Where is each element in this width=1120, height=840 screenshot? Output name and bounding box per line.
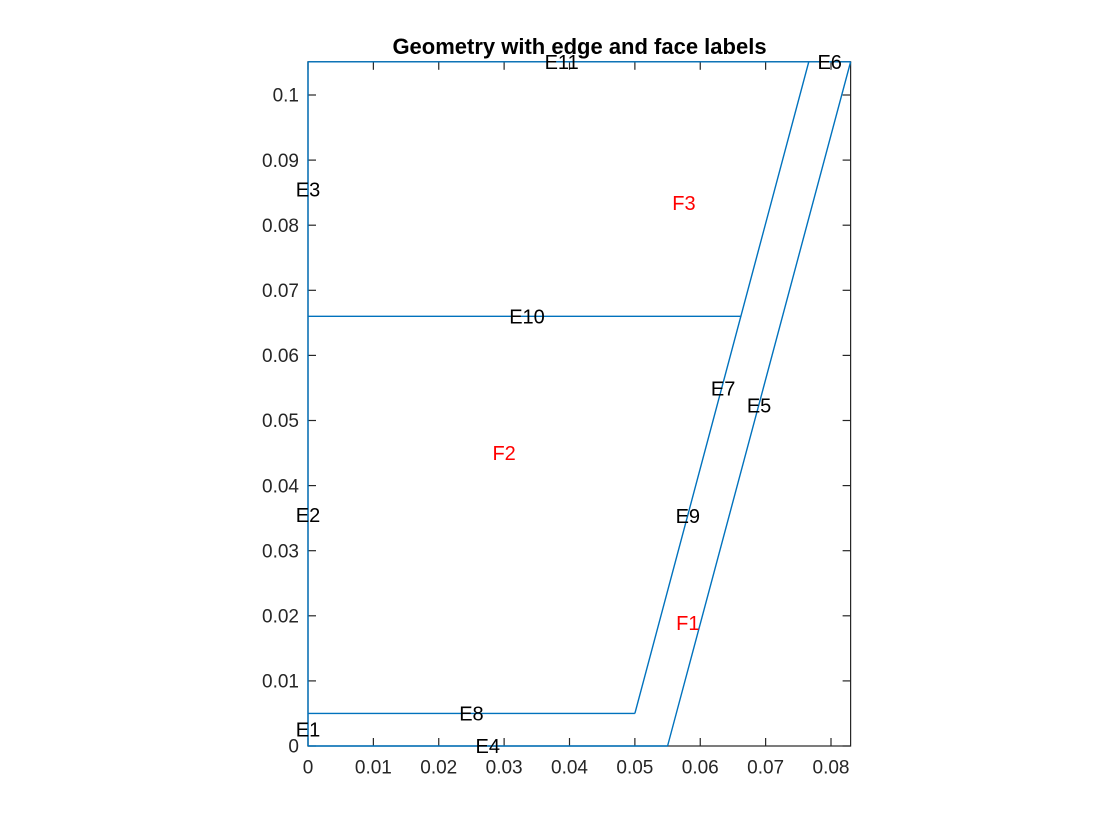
y-tick-label: 0.02 — [262, 606, 299, 627]
edge-line-inner-diagonal — [634, 61, 810, 714]
edge-label-E1: E1 — [296, 720, 320, 742]
face-label-F1: F1 — [676, 613, 699, 635]
edge-label-E4: E4 — [476, 736, 500, 758]
edge-label-E6: E6 — [817, 52, 841, 74]
x-tick-label: 0.03 — [486, 758, 523, 779]
edge-label-E10: E10 — [509, 306, 545, 328]
edge-label-E7: E7 — [711, 379, 735, 401]
y-tick-label: 0.03 — [262, 541, 299, 562]
x-tick-label: 0.05 — [616, 758, 653, 779]
edge-label-E9: E9 — [676, 506, 700, 528]
y-tick-label: 0.09 — [262, 151, 299, 172]
edge-label-E2: E2 — [296, 505, 320, 527]
x-tick-label: 0.02 — [420, 758, 457, 779]
y-tick-label: 0.08 — [262, 216, 299, 237]
edge-label-E5: E5 — [747, 396, 771, 418]
y-tick-label: 0.1 — [273, 86, 299, 107]
y-tick-label: 0.05 — [262, 411, 299, 432]
x-tick-label: 0.06 — [682, 758, 719, 779]
edge-label-E11: E11 — [545, 52, 579, 74]
y-tick-label: 0.07 — [262, 281, 299, 302]
y-tick-label: 0 — [288, 737, 299, 758]
x-tick-label: 0.04 — [551, 758, 588, 779]
face-label-F3: F3 — [672, 193, 695, 215]
plot-title: Geometry with edge and face labels — [392, 34, 767, 59]
edge-label-E3: E3 — [296, 179, 320, 201]
edge-label-E8: E8 — [459, 703, 483, 725]
x-tick-label: 0 — [303, 758, 314, 779]
y-tick-label: 0.06 — [262, 346, 299, 367]
x-tick-label: 0.01 — [355, 758, 392, 779]
edge-line-outer-diagonal-right — [666, 61, 852, 747]
y-tick-label: 0.04 — [262, 476, 299, 497]
x-tick-label: 0.08 — [813, 758, 850, 779]
y-tick-label: 0.01 — [262, 672, 299, 693]
face-label-F2: F2 — [492, 443, 515, 465]
x-tick-label: 0.07 — [747, 758, 784, 779]
